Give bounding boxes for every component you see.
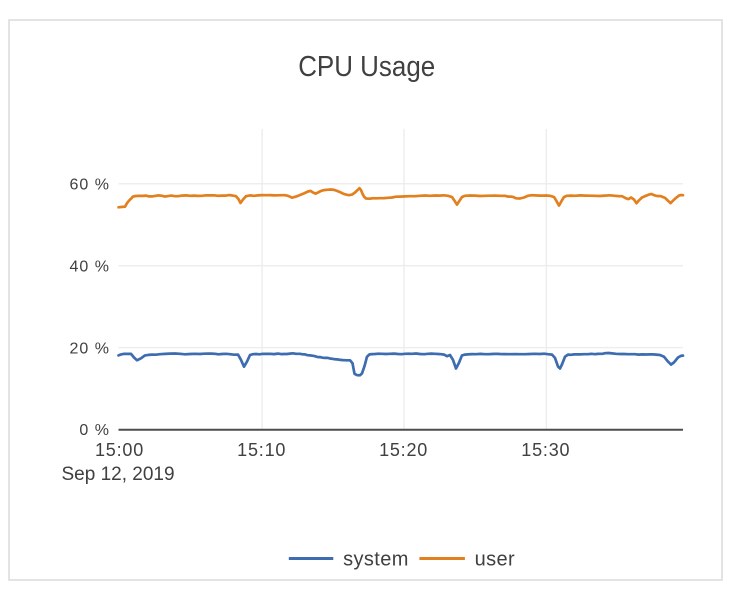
svg-text:60 %: 60 % <box>70 177 110 194</box>
svg-text:15:00: 15:00 <box>95 440 144 460</box>
svg-text:system: system <box>343 548 409 570</box>
svg-text:20 %: 20 % <box>70 340 110 357</box>
svg-text:15:20: 15:20 <box>379 440 428 460</box>
svg-text:Sep 12, 2019: Sep 12, 2019 <box>62 464 175 485</box>
svg-text:user: user <box>475 548 516 570</box>
svg-text:CPU Usage: CPU Usage <box>298 51 435 83</box>
svg-text:0 %: 0 % <box>79 422 110 439</box>
svg-text:15:30: 15:30 <box>521 440 570 460</box>
svg-text:40 %: 40 % <box>70 259 110 276</box>
svg-text:15:10: 15:10 <box>237 440 286 460</box>
